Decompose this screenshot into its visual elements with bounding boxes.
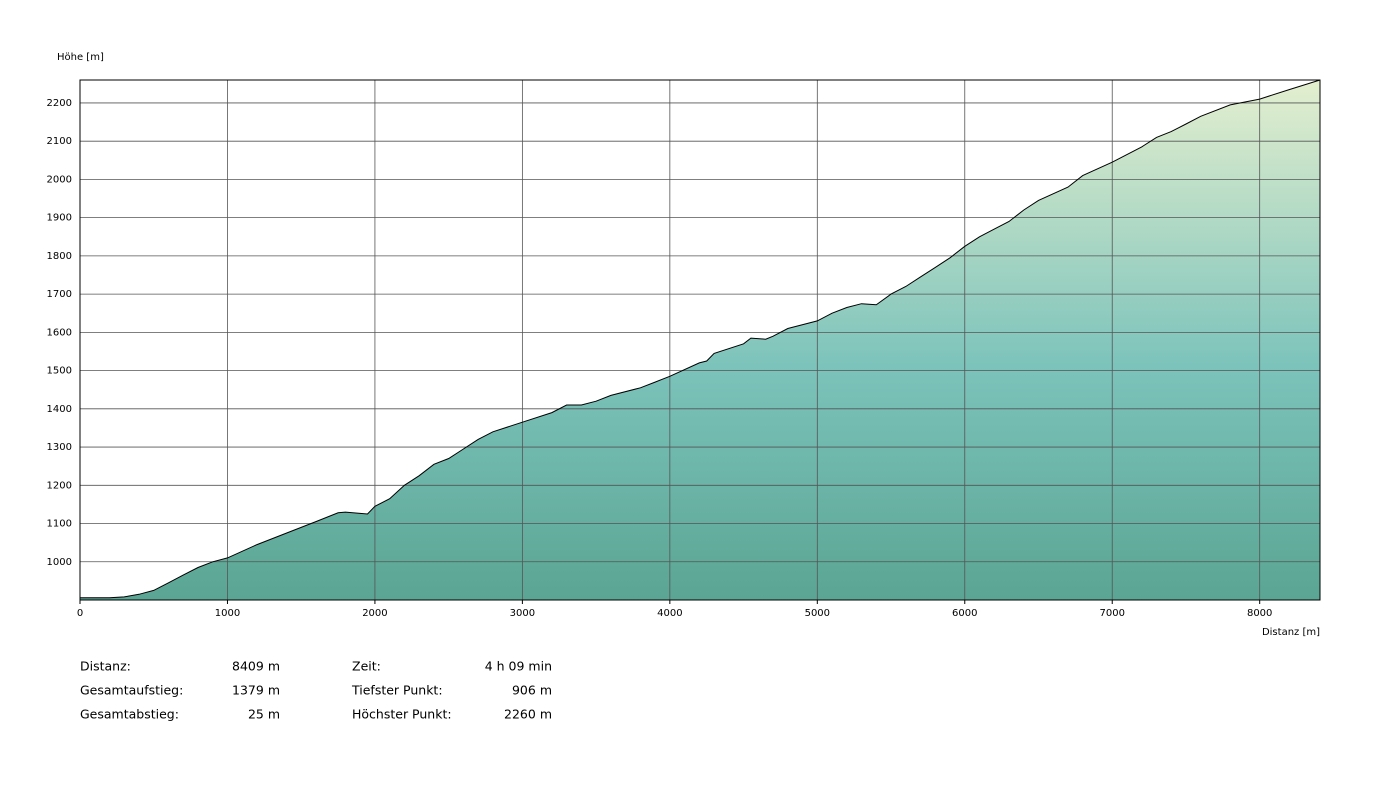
stat-label: Höchster Punkt: xyxy=(352,707,452,722)
plot-frame xyxy=(79,79,1321,601)
y-tick-label: 1900 xyxy=(47,213,72,224)
x-tick-label: 7000 xyxy=(1100,608,1125,619)
x-tick-label: 3000 xyxy=(510,608,535,619)
x-tick-label: 5000 xyxy=(805,608,830,619)
stat-value: 4 h 09 min xyxy=(485,659,552,674)
y-tick-label: 1600 xyxy=(47,327,72,338)
x-tick-label: 0 xyxy=(77,608,83,619)
y-tick-label: 1400 xyxy=(47,404,72,415)
y-tick-label: 1000 xyxy=(47,557,72,568)
y-axis-label: Höhe [m] xyxy=(57,52,104,63)
stat-label: Zeit: xyxy=(352,659,381,674)
stat-label: Tiefster Punkt: xyxy=(351,683,443,698)
y-tick-label: 2000 xyxy=(47,174,72,185)
stat-value: 2260 m xyxy=(504,707,552,722)
x-axis-label: Distanz [m] xyxy=(1262,627,1320,638)
stat-label: Gesamtaufstieg: xyxy=(80,683,183,698)
stat-label: Distanz: xyxy=(80,659,131,674)
elevation-line xyxy=(80,79,1321,599)
stat-label: Gesamtabstieg: xyxy=(80,707,179,722)
y-tick-label: 1300 xyxy=(47,442,72,453)
x-tick-label: 8000 xyxy=(1247,608,1272,619)
stat-value: 906 m xyxy=(512,683,552,698)
x-tick-label: 2000 xyxy=(362,608,387,619)
area-fill xyxy=(80,80,1320,600)
y-tick-label: 1500 xyxy=(47,366,72,377)
y-tick-label: 1700 xyxy=(47,289,72,300)
stat-value: 8409 m xyxy=(232,659,280,674)
x-tick-label: 6000 xyxy=(952,608,977,619)
x-tick-label: 4000 xyxy=(657,608,682,619)
y-tick-label: 2200 xyxy=(47,98,72,109)
y-tick-label: 1800 xyxy=(47,251,72,262)
x-tick-label: 1000 xyxy=(215,608,240,619)
stat-value: 25 m xyxy=(248,707,280,722)
y-tick-label: 1200 xyxy=(47,480,72,491)
y-tick-label: 1100 xyxy=(47,519,72,530)
stat-value: 1379 m xyxy=(232,683,280,698)
y-tick-label: 2100 xyxy=(47,136,72,147)
